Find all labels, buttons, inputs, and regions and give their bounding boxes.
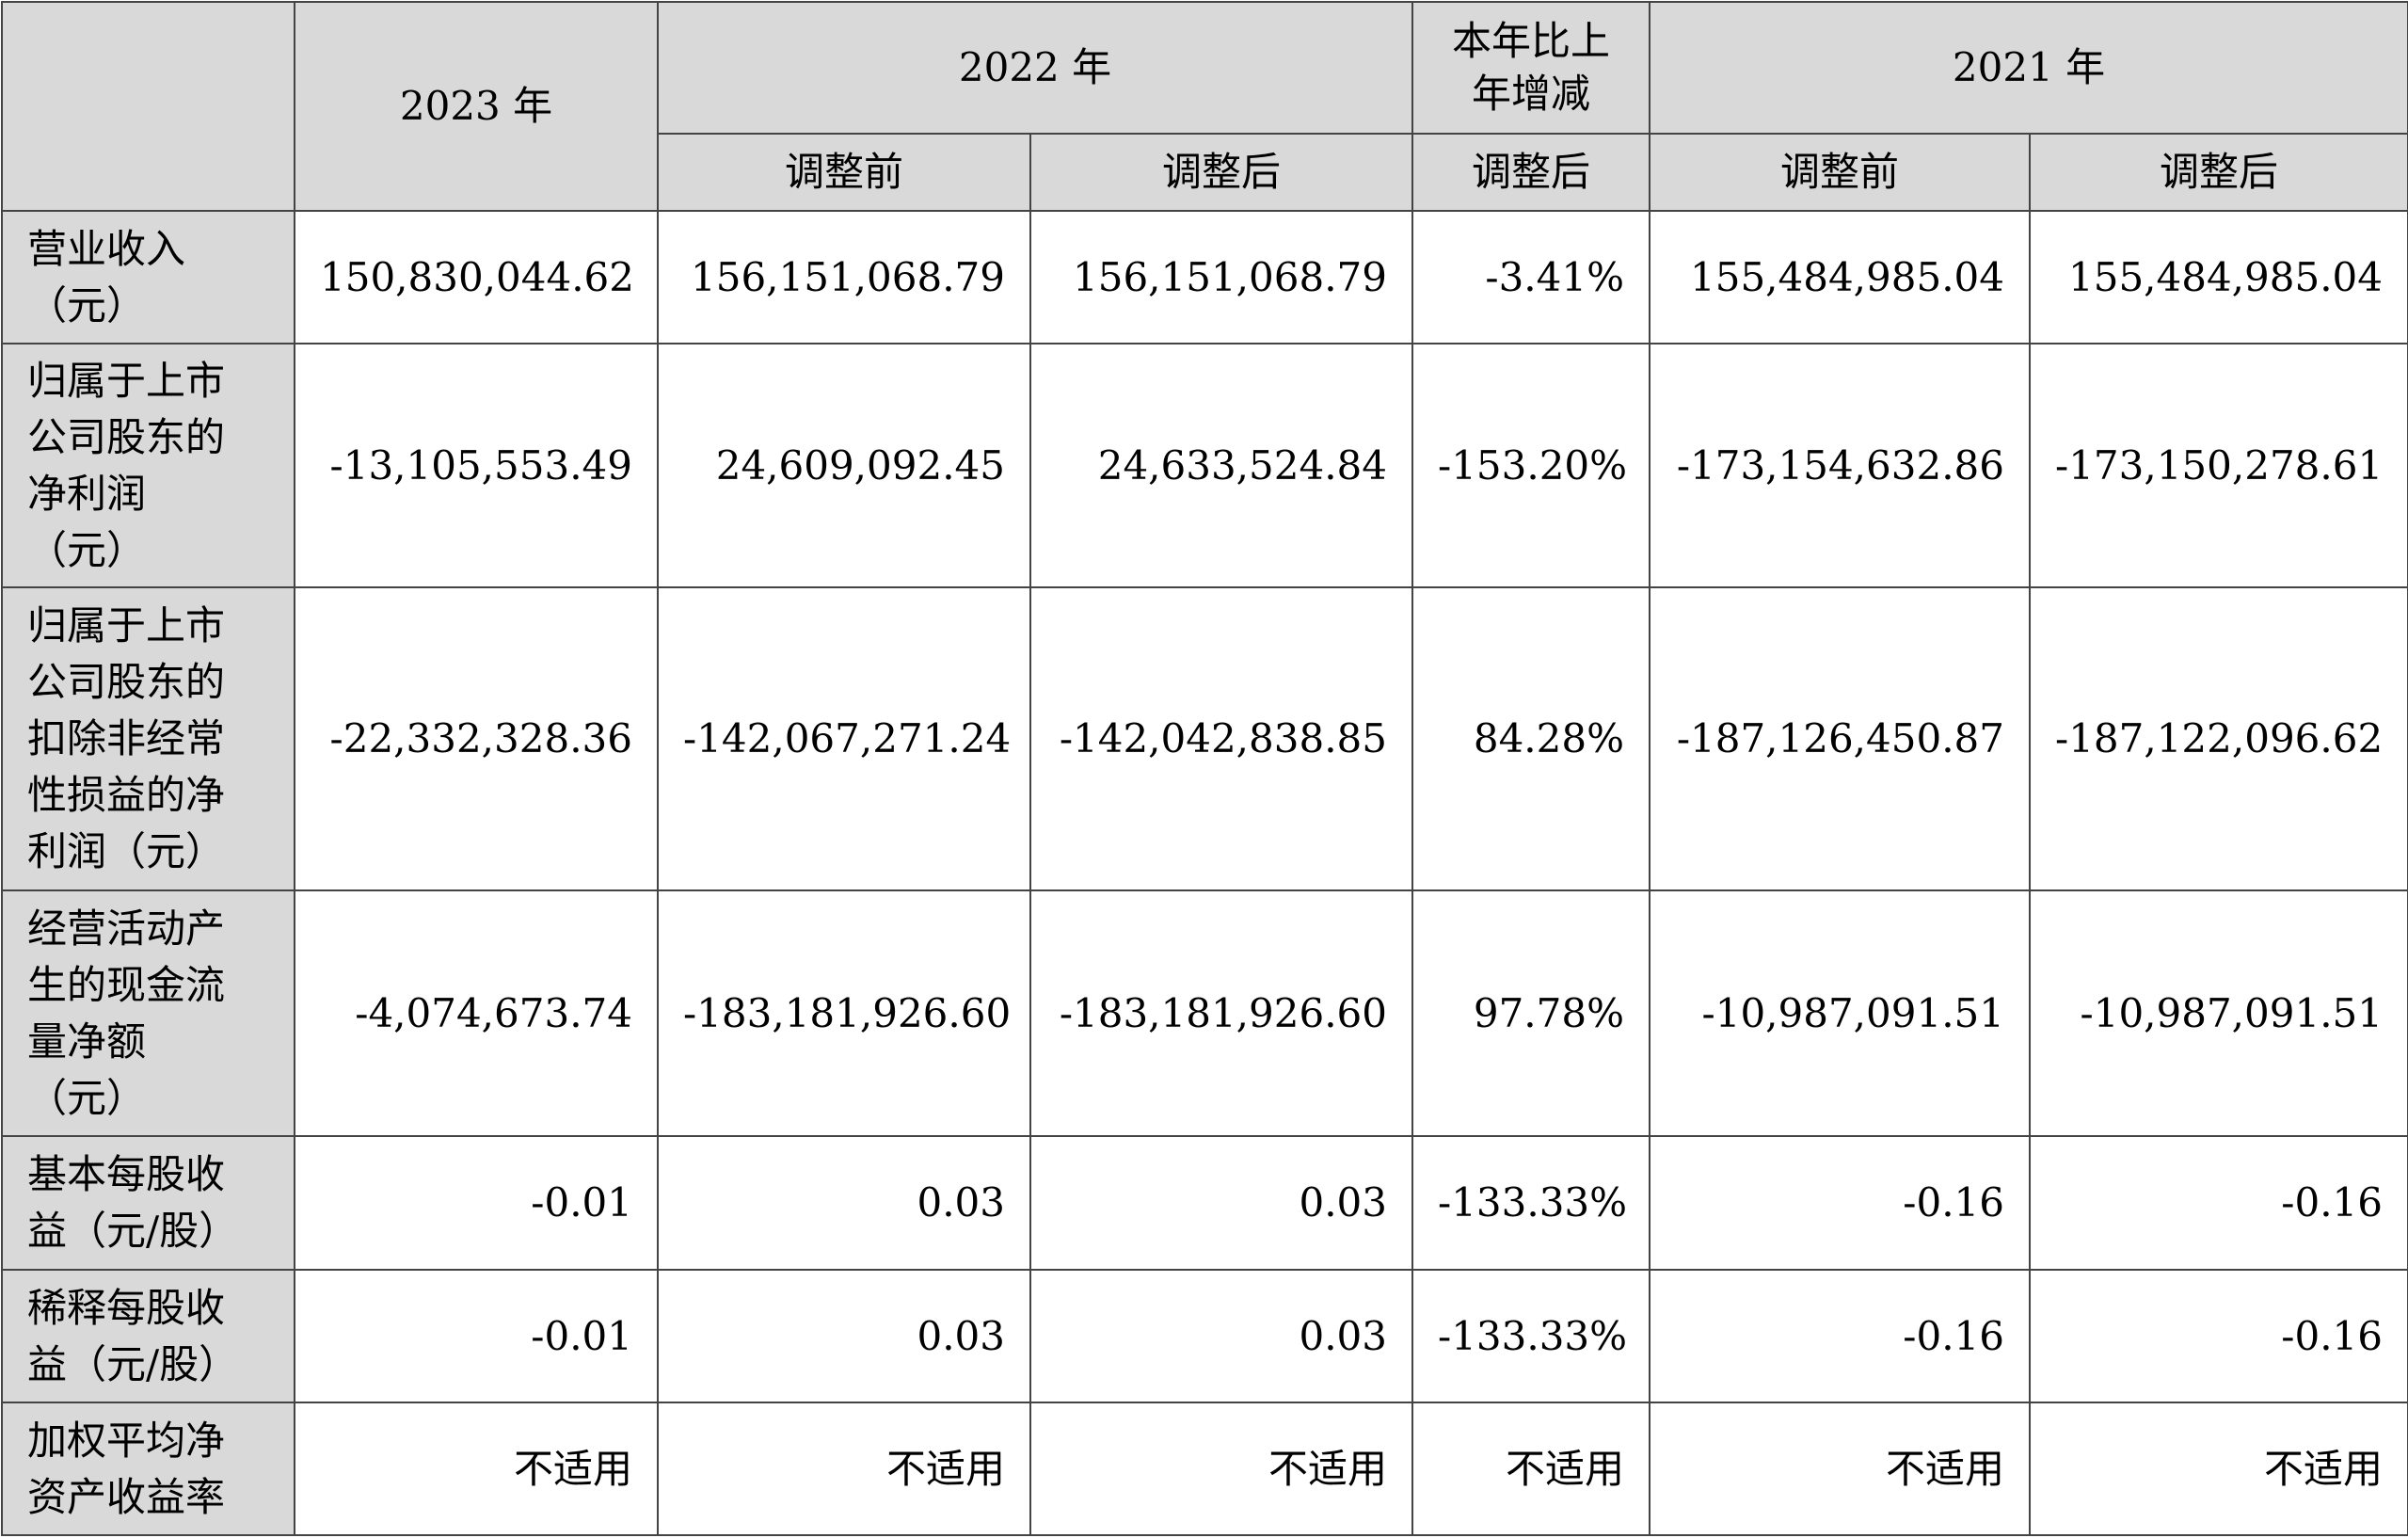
value-2021-before: 155,484,985.04: [1649, 210, 2031, 344]
value-2021-before: 不适用: [1649, 1402, 2031, 1536]
value-2022-before: -183,181,926.60: [657, 889, 1031, 1137]
value-2022-before: 156,151,068.79: [657, 210, 1031, 344]
value-2021-after: 不适用: [2029, 1402, 2408, 1536]
value-change: 97.78%: [1411, 889, 1651, 1137]
row-label: 经营活动产 生的现金流 量净额 （元）: [1, 889, 295, 1137]
value-2021-after: -0.16: [2029, 1269, 2408, 1403]
header-2021: 2021 年: [1649, 1, 2408, 135]
table-row: 稀释每股收 益（元/股） -0.01 0.03 0.03 -133.33% -0…: [1, 1269, 2408, 1403]
row-label: 稀释每股收 益（元/股）: [1, 1269, 295, 1403]
value-change: -133.33%: [1411, 1269, 1651, 1403]
value-2022-before: -142,067,271.24: [657, 586, 1031, 891]
row-label: 归属于上市 公司股东的 净利润 （元）: [1, 343, 295, 588]
value-2023: -0.01: [294, 1269, 659, 1403]
row-label: 归属于上市 公司股东的 扣除非经常 性损益的净 利润（元）: [1, 586, 295, 891]
value-2023: -0.01: [294, 1135, 659, 1271]
value-change: 84.28%: [1411, 586, 1651, 891]
value-2022-after: 24,633,524.84: [1029, 343, 1413, 588]
header-corner-cell: [1, 1, 295, 212]
value-2021-before: -10,987,091.51: [1649, 889, 2031, 1137]
value-change: -3.41%: [1411, 210, 1651, 344]
table-row: 归属于上市 公司股东的 净利润 （元） -13,105,553.49 24,60…: [1, 343, 2408, 588]
header-2022: 2022 年: [657, 1, 1413, 135]
header-change-after: 调整后: [1411, 133, 1651, 212]
header-yoy-change: 本年比上 年增减: [1411, 1, 1651, 135]
value-2021-before: -173,154,632.86: [1649, 343, 2031, 588]
value-2021-after: -10,987,091.51: [2029, 889, 2408, 1137]
table-row: 归属于上市 公司股东的 扣除非经常 性损益的净 利润（元） -22,332,32…: [1, 586, 2408, 891]
table-row: 营业收入 （元） 150,830,044.62 156,151,068.79 1…: [1, 210, 2408, 344]
value-2021-before: -0.16: [1649, 1269, 2031, 1403]
value-2022-after: 156,151,068.79: [1029, 210, 1413, 344]
value-2022-after: -183,181,926.60: [1029, 889, 1413, 1137]
value-2021-before: -187,126,450.87: [1649, 586, 2031, 891]
row-label: 加权平均净 资产收益率: [1, 1402, 295, 1536]
value-2022-after: 0.03: [1029, 1135, 1413, 1271]
value-2022-after: 不适用: [1029, 1402, 1413, 1536]
value-2021-after: -0.16: [2029, 1135, 2408, 1271]
value-2022-after: -142,042,838.85: [1029, 586, 1413, 891]
table-row: 加权平均净 资产收益率 不适用 不适用 不适用 不适用 不适用 不适用: [1, 1402, 2408, 1536]
value-change: 不适用: [1411, 1402, 1651, 1536]
value-2022-after: 0.03: [1029, 1269, 1413, 1403]
header-2021-after: 调整后: [2029, 133, 2408, 212]
value-2022-before: 24,609,092.45: [657, 343, 1031, 588]
value-2023: 不适用: [294, 1402, 659, 1536]
value-2021-after: -173,150,278.61: [2029, 343, 2408, 588]
value-2023: -4,074,673.74: [294, 889, 659, 1137]
header-2022-before: 调整前: [657, 133, 1031, 212]
value-2022-before: 0.03: [657, 1269, 1031, 1403]
value-2021-before: -0.16: [1649, 1135, 2031, 1271]
value-2023: -22,332,328.36: [294, 586, 659, 891]
header-2023: 2023 年: [294, 1, 659, 212]
value-2022-before: 0.03: [657, 1135, 1031, 1271]
table-row: 基本每股收 益（元/股） -0.01 0.03 0.03 -133.33% -0…: [1, 1135, 2408, 1271]
row-label: 基本每股收 益（元/股）: [1, 1135, 295, 1271]
header-2021-before: 调整前: [1649, 133, 2031, 212]
value-2022-before: 不适用: [657, 1402, 1031, 1536]
table-row: 经营活动产 生的现金流 量净额 （元） -4,074,673.74 -183,1…: [1, 889, 2408, 1137]
value-change: -153.20%: [1411, 343, 1651, 588]
value-2021-after: 155,484,985.04: [2029, 210, 2408, 344]
value-2023: -13,105,553.49: [294, 343, 659, 588]
value-2023: 150,830,044.62: [294, 210, 659, 344]
header-2022-after: 调整后: [1029, 133, 1413, 212]
value-2021-after: -187,122,096.62: [2029, 586, 2408, 891]
value-change: -133.33%: [1411, 1135, 1651, 1271]
row-label: 营业收入 （元）: [1, 210, 295, 344]
